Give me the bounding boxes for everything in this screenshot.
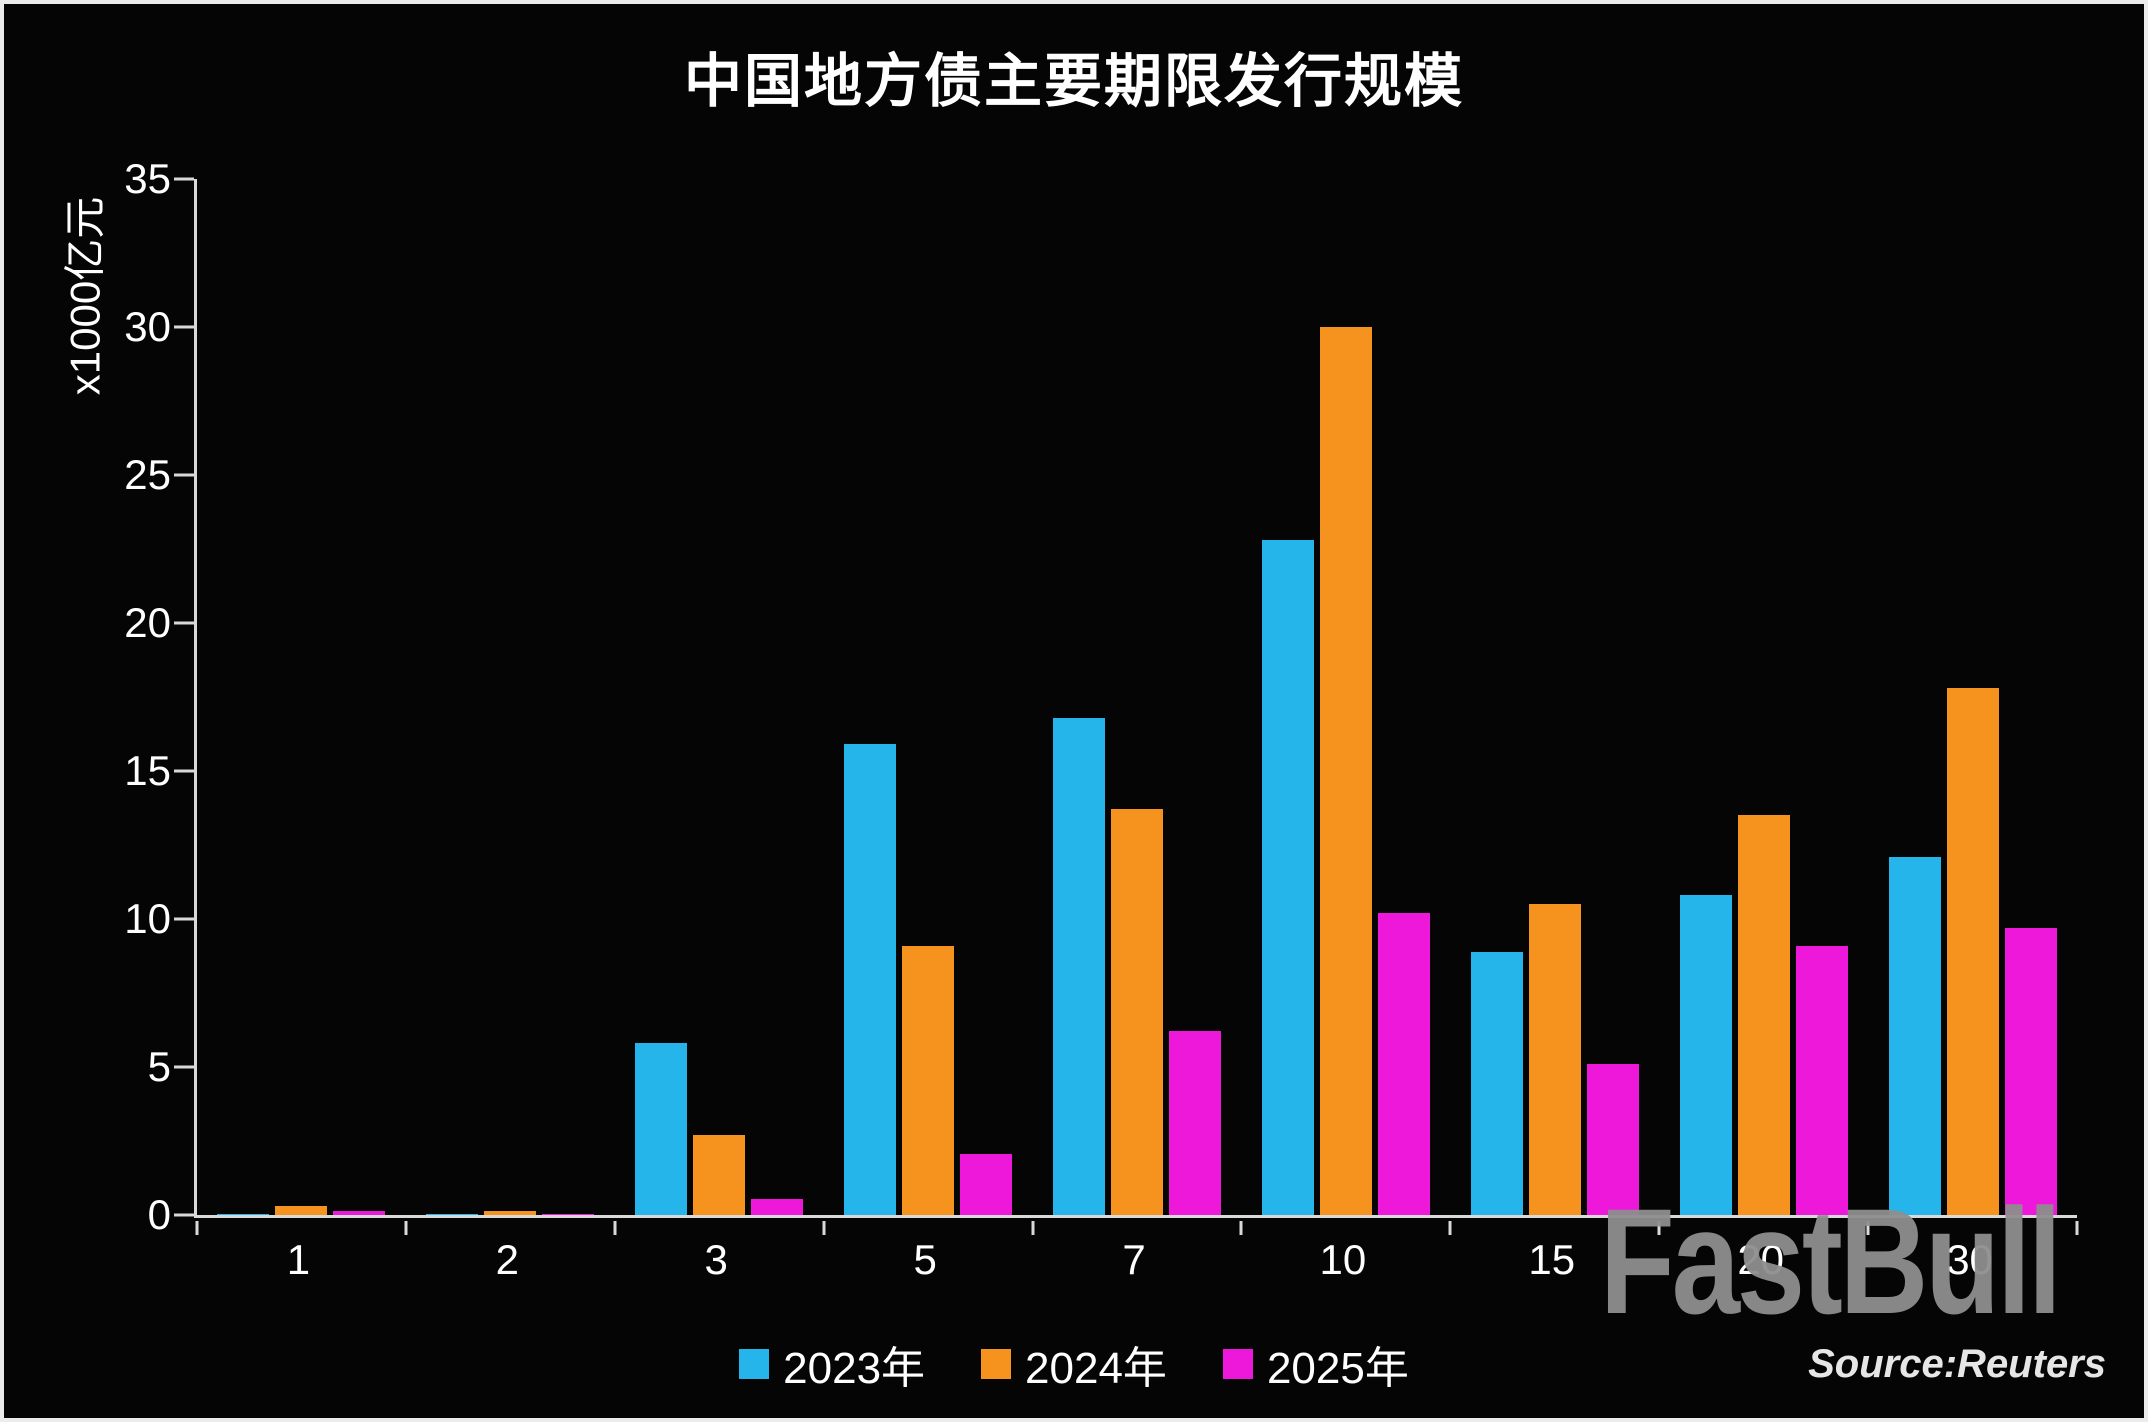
x-tick-mark — [1448, 1221, 1452, 1235]
x-tick-label: 10 — [1319, 1236, 1367, 1283]
y-tick-mark — [174, 177, 194, 181]
x-tick-mark — [1031, 1221, 1035, 1235]
x-axis-labels: 1 2 3 5 7 10 15 20 30 — [194, 1236, 2074, 1284]
x-tick-mark — [1866, 1221, 1870, 1235]
bar-2023年-7 — [1053, 717, 1105, 1215]
x-tick-label: 5 — [913, 1236, 937, 1283]
x-tick-mark — [404, 1221, 408, 1235]
bar-group-1 — [197, 179, 406, 1215]
bar-2024年-2 — [484, 1210, 537, 1215]
x-tick-label: 1 — [286, 1236, 311, 1283]
bar-2024年-20 — [1737, 815, 1790, 1215]
bar-group-5 — [824, 179, 1033, 1215]
y-tick-label: 20 — [124, 599, 171, 646]
x-tick-mark — [822, 1221, 826, 1235]
bar-2023年-5 — [844, 744, 897, 1215]
y-tick-label: 35 — [124, 155, 171, 202]
bar-2025年-10 — [1377, 913, 1430, 1215]
legend-label: 2025年 — [1266, 1344, 1409, 1393]
bar-group-20 — [1659, 179, 1868, 1215]
bar-group-30 — [1868, 179, 2077, 1215]
y-tick-mark — [174, 473, 194, 477]
bar-2024年-30 — [1946, 688, 1999, 1215]
bar-2024年-7 — [1111, 809, 1163, 1215]
bar-series-area — [197, 179, 2077, 1215]
bar-2023年-10 — [1261, 540, 1314, 1215]
y-tick-label: 15 — [124, 747, 171, 794]
legend: 2023年 2024年 2025年 — [4, 1332, 2144, 1396]
bar-group-7 — [1033, 179, 1242, 1215]
y-tick-mark — [174, 621, 194, 625]
x-tick-mark — [1657, 1221, 1661, 1235]
bar-2025年-1 — [333, 1210, 386, 1215]
x-tick-label: 3 — [704, 1236, 728, 1283]
chart-title: 中国地方债主要期限发行规模 — [683, 49, 1464, 114]
bar-2025年-7 — [1169, 1031, 1221, 1215]
x-tick-label: 2 — [495, 1236, 520, 1283]
x-tick-label: 15 — [1528, 1236, 1576, 1283]
legend-label: 2023年 — [783, 1344, 926, 1393]
legend-label: 2024年 — [1025, 1344, 1167, 1393]
x-tick-mark — [2075, 1221, 2079, 1235]
x-tick-label: 30 — [1946, 1236, 1993, 1283]
bar-group-2 — [406, 179, 615, 1215]
x-tick-mark — [195, 1221, 199, 1235]
bar-2023年-20 — [1679, 895, 1732, 1215]
bar-2023年-1 — [217, 1213, 270, 1215]
x-tick-mark — [1239, 1221, 1243, 1235]
bar-group-3 — [615, 179, 824, 1215]
bar-2024年-1 — [275, 1206, 328, 1215]
y-tick-mark — [174, 769, 194, 773]
y-tick-mark — [174, 1065, 194, 1069]
bar-2025年-20 — [1795, 945, 1848, 1215]
plot-area: 0 5 10 15 20 25 30 35 — [124, 158, 2079, 1236]
bar-2024年-15 — [1528, 904, 1581, 1215]
bar-2025年-3 — [751, 1198, 804, 1215]
bar-2025年-15 — [1586, 1064, 1639, 1215]
y-tick-mark — [174, 917, 194, 921]
bar-2023年-15 — [1470, 951, 1523, 1215]
bar-group-10 — [1241, 179, 1450, 1215]
legend-swatch — [739, 1349, 770, 1379]
legend-swatch — [981, 1349, 1012, 1379]
bar-2024年-5 — [902, 945, 955, 1215]
y-tick-mark — [174, 325, 194, 329]
y-tick-label: 30 — [124, 303, 171, 350]
bar-group-15 — [1450, 179, 1659, 1215]
legend-item-2023年: 2023年 — [739, 1332, 925, 1396]
bar-2025年-5 — [960, 1154, 1013, 1215]
x-tick-label: 20 — [1737, 1236, 1785, 1283]
bar-2023年-2 — [426, 1213, 479, 1215]
x-tick-mark — [613, 1221, 617, 1235]
y-tick-label: 10 — [124, 895, 171, 942]
bar-2025年-2 — [542, 1214, 595, 1215]
watermark: FastBull — [1600, 1177, 2062, 1345]
bar-2024年-3 — [693, 1135, 746, 1215]
bar-2023年-3 — [635, 1043, 688, 1215]
bar-2023年-30 — [1888, 856, 1941, 1215]
source-label: Source:Reuters — [1808, 1342, 2106, 1386]
bar-2024年-10 — [1319, 327, 1372, 1215]
y-axis-label: x1000亿元 — [61, 196, 109, 396]
bar-2025年-30 — [2004, 927, 2057, 1215]
legend-item-2025年: 2025年 — [1222, 1332, 1409, 1396]
y-tick-label: 25 — [124, 451, 171, 498]
legend-item-2024年: 2024年 — [981, 1332, 1167, 1396]
x-tick-label: 7 — [1122, 1236, 1146, 1283]
y-tick-label: 0 — [147, 1191, 171, 1238]
y-tick-mark — [174, 1213, 194, 1217]
legend-swatch — [1222, 1349, 1253, 1379]
y-tick-label: 5 — [147, 1043, 171, 1090]
